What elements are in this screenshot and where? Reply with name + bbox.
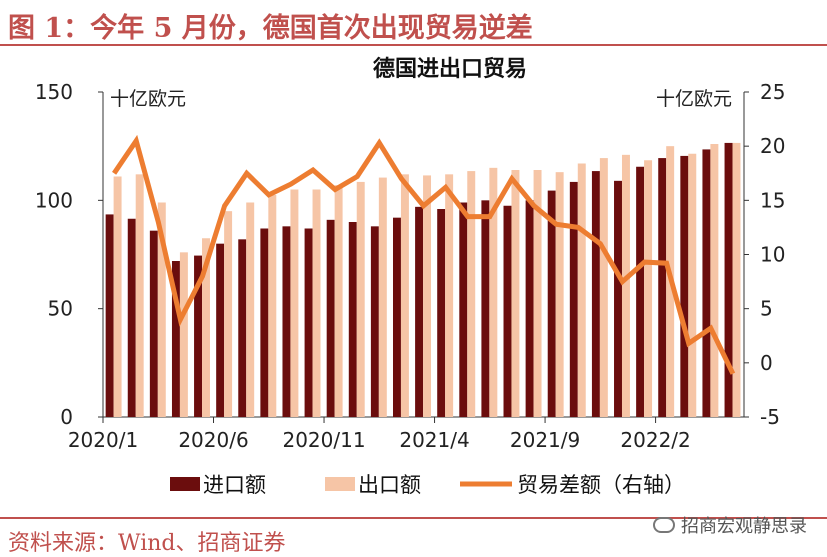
import-bar (591, 171, 600, 417)
chart-title: 德国进出口贸易 (373, 56, 527, 82)
import-bar (437, 209, 446, 417)
import-bar (326, 219, 335, 417)
left-tick-label: 0 (60, 405, 73, 429)
right-tick-label: 0 (760, 351, 773, 375)
legend-label-imports: 进口额 (203, 473, 266, 497)
balance-line (112, 134, 736, 375)
import-bar (171, 261, 180, 417)
left-tick-label: 150 (35, 80, 73, 104)
export-bar (312, 189, 321, 417)
export-bar (423, 175, 432, 417)
x-tick-label: 2021/9 (510, 428, 580, 452)
right-tick-label: 20 (760, 134, 785, 158)
title-rule (0, 44, 827, 46)
export-bar (113, 176, 122, 417)
export-bar (246, 202, 255, 417)
export-bar (599, 158, 608, 417)
x-tick-label: 2021/4 (399, 428, 469, 452)
export-bar (224, 211, 233, 417)
import-bar (481, 200, 490, 417)
import-bar (702, 149, 711, 417)
import-bar (149, 230, 158, 417)
import-bar (569, 181, 578, 417)
export-bar (555, 172, 564, 417)
export-bar (710, 144, 719, 417)
import-bar (459, 202, 468, 417)
source-note: 资料来源：Wind、招商证券 (8, 531, 286, 556)
footer-rule (0, 517, 827, 519)
x-tick-label: 2020/1 (68, 428, 138, 452)
figure-title: 图 1：今年 5 月份，德国首次出现贸易逆差 (8, 13, 533, 44)
wechat-icon (653, 517, 675, 533)
import-bar (216, 243, 225, 417)
import-bar (370, 226, 379, 417)
right-tick-label: 25 (760, 80, 785, 104)
import-bar (105, 214, 114, 417)
legend: 进口额 出口额 贸易差额（右轴） (170, 473, 685, 497)
watermark: 招商宏观静思录 (653, 512, 807, 538)
import-bar (636, 166, 645, 417)
export-bar (445, 174, 454, 417)
export-bar (400, 174, 409, 417)
import-bar (680, 155, 689, 417)
left-tick-label: 100 (35, 188, 73, 212)
right-tick-label: 15 (760, 188, 785, 212)
import-bar (658, 158, 667, 417)
import-bar (415, 206, 424, 417)
export-bar (533, 170, 542, 417)
export-bar (621, 154, 630, 417)
export-bar (688, 153, 697, 417)
import-bar (260, 228, 269, 417)
import-bar (614, 180, 622, 417)
export-bar (378, 177, 387, 417)
import-bar (127, 218, 136, 417)
import-bar (282, 226, 291, 417)
import-bar (348, 222, 357, 417)
import-bar (238, 239, 247, 417)
export-bar (157, 202, 166, 417)
left-tick-label: 50 (48, 297, 73, 321)
x-tick-label: 2022/2 (620, 428, 690, 452)
export-bar (732, 142, 741, 417)
export-bar (356, 181, 365, 417)
left-axis-unit: 十亿欧元 (110, 88, 186, 110)
legend-label-exports: 出口额 (358, 473, 421, 497)
right-tick-label: -5 (760, 405, 780, 429)
trade-chart: 德国进出口贸易 十亿欧元 十亿欧元 0 50 100 150 -5 0 5 10 15 20 25 2… (35, 56, 786, 497)
import-bar (525, 200, 534, 417)
export-bar (577, 163, 586, 417)
legend-label-balance: 贸易差额（右轴） (517, 473, 685, 497)
import-bar (503, 205, 512, 417)
export-bar (290, 189, 299, 417)
right-tick-label: 5 (760, 297, 773, 321)
export-bar (268, 194, 277, 417)
right-axis-unit: 十亿欧元 (656, 88, 732, 110)
import-bar (304, 228, 313, 417)
import-bar (194, 255, 203, 417)
legend-swatch-exports (325, 477, 355, 491)
right-tick-label: 10 (760, 243, 785, 267)
import-bar (547, 190, 556, 417)
import-bar (392, 217, 401, 417)
x-tick-label: 2020/6 (178, 428, 248, 452)
export-bar (511, 170, 520, 417)
import-bar (724, 142, 733, 417)
legend-swatch-imports (170, 477, 200, 491)
export-bar (489, 167, 498, 417)
export-bar (202, 238, 210, 417)
export-bar (467, 171, 476, 417)
export-bar (644, 160, 653, 417)
plot-area: 0 50 100 150 -5 0 5 10 15 20 25 2020/1 2020/6 2020/11… (35, 80, 786, 452)
export-bar (334, 185, 343, 417)
watermark-text: 招商宏观静思录 (681, 516, 807, 537)
export-bar (135, 174, 144, 417)
export-bar (179, 252, 188, 417)
x-tick-label: 2020/11 (282, 428, 365, 452)
